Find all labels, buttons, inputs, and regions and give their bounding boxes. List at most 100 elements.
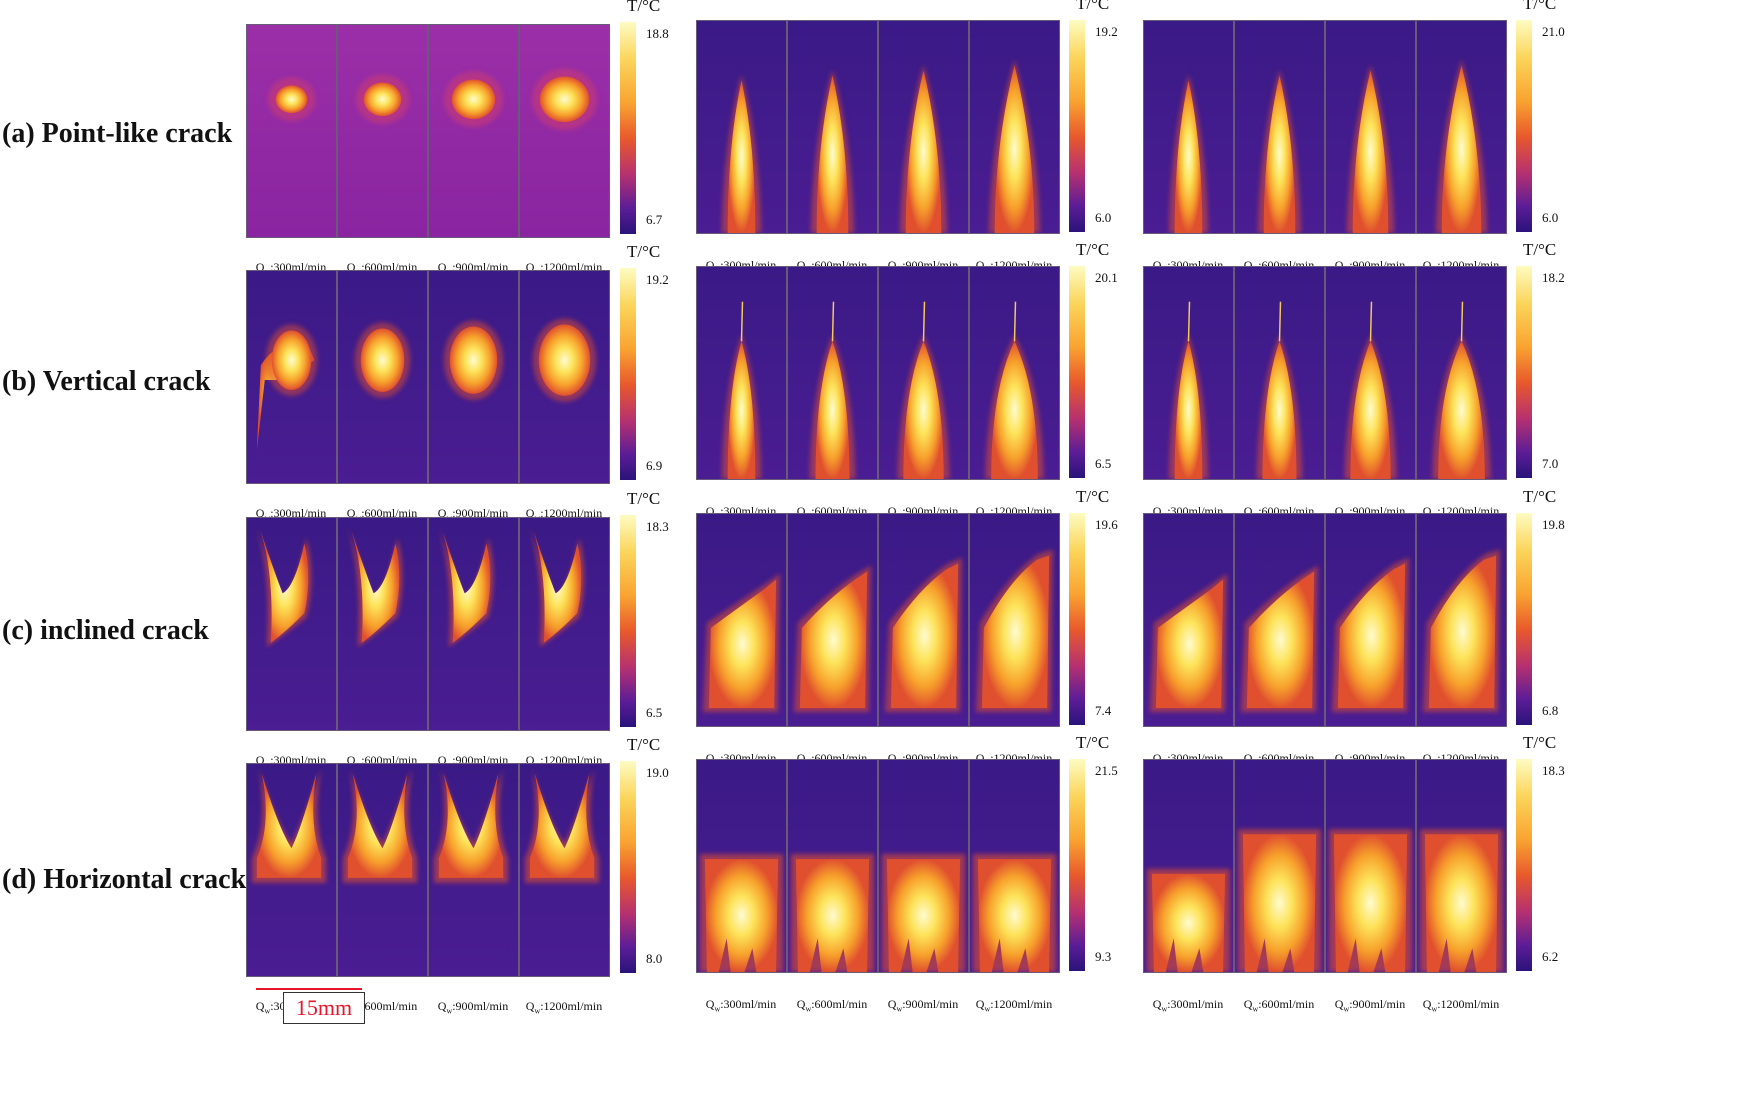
thermal-image [1234,759,1325,973]
thermal-image [1416,513,1507,727]
thermal-image [878,513,969,727]
thermal-region [727,341,756,479]
thermal-region [994,65,1035,233]
thermal-image [1143,20,1234,234]
thermal-image [787,266,878,480]
thermal-image [696,759,787,973]
colorbar-max-value: 21.0 [1542,24,1565,39]
thermal-image [246,270,337,484]
thermal-region [1337,563,1406,709]
colorbar [1069,513,1085,725]
thermal-image [1325,513,1416,727]
colorbar [1516,513,1532,725]
colorbar-title: T/°C [627,0,661,15]
colorbar-min-value: 6.7 [646,212,663,227]
thermal-region [903,341,944,479]
thermal-region [360,328,405,392]
thermal-image [1234,20,1325,234]
thermal-image [519,24,610,238]
thermal-region [1246,571,1315,709]
flow-rate-label: Qw:1200ml/min [975,997,1053,1014]
colorbar-max-value: 21.5 [1095,763,1118,778]
thermal-region [977,859,1052,972]
colorbar-max-value: 18.3 [1542,763,1565,778]
colorbar-title: T/°C [1076,0,1110,13]
colorbar-max-value: 19.2 [646,272,669,287]
thermal-image [1143,513,1234,727]
thermal-image [696,266,787,480]
thermal-region [890,563,959,709]
colorbar-max-value: 18.8 [646,26,669,41]
thermal-image [337,517,428,731]
thermal-image [787,20,878,234]
thermal-image [1234,513,1325,727]
colorbar-title: T/°C [1523,733,1557,752]
thermal-region [727,80,756,233]
thermal-region [1263,75,1296,233]
scale-bar-line [256,988,362,990]
thermal-region [1428,555,1497,709]
colorbar-min-value: 6.0 [1095,210,1112,225]
thermal-image [1325,20,1416,234]
thermal-image [969,759,1060,973]
thermal-region [905,70,942,233]
colorbar-max-value: 18.3 [646,519,669,534]
thermal-region [1174,80,1203,233]
thermal-region [533,531,582,643]
thermal-region [922,301,926,342]
thermal-image [1234,266,1325,480]
thermal-image [1416,20,1507,234]
colorbar-min-value: 6.2 [1542,949,1559,964]
colorbar [1516,20,1532,232]
colorbar-min-value: 9.3 [1095,949,1112,964]
thermal-region [1187,301,1191,342]
thermal-region [1151,873,1226,972]
thermal-region [1242,834,1317,972]
thermal-image [246,24,337,238]
thermal-region [449,326,498,394]
thermal-region [1174,341,1203,479]
thermal-image [696,20,787,234]
thermal-region [451,79,496,120]
colorbar-min-value: 7.0 [1542,456,1559,471]
thermal-region [795,859,870,972]
thermal-region [1350,341,1391,479]
thermal-image [1143,266,1234,480]
thermal-image [1143,759,1234,973]
colorbar-max-value: 19.2 [1095,24,1118,39]
colorbar-max-value: 18.2 [1542,270,1565,285]
colorbar-min-value: 6.9 [646,458,663,473]
thermal-region [799,571,868,709]
thermal-region [708,579,777,709]
colorbar-max-value: 19.0 [646,765,669,780]
colorbar [1069,266,1085,478]
thermal-region [538,324,591,396]
thermal-region [981,555,1050,709]
colorbar-max-value: 19.6 [1095,517,1118,532]
thermal-region [438,773,504,878]
thermal-image [519,763,610,977]
thermal-image [519,517,610,731]
thermal-region [1278,301,1282,342]
thermal-image [428,763,519,977]
flow-rate-label: Qw:1200ml/min [1422,997,1500,1014]
thermal-region [704,859,779,972]
thermal-region [1352,70,1389,233]
thermal-region [886,859,961,972]
colorbar-title: T/°C [1523,240,1557,259]
thermal-image [787,759,878,973]
colorbar-title: T/°C [1523,487,1557,506]
thermal-image [246,517,337,731]
colorbar-min-value: 7.4 [1095,703,1112,718]
colorbar [620,22,636,234]
colorbar-title: T/°C [627,242,661,261]
thermal-image [1416,266,1507,480]
thermal-image [878,759,969,973]
thermal-image [878,266,969,480]
thermal-image [428,24,519,238]
thermal-image [428,270,519,484]
row-label-c: (c) inclined crack [2,615,209,646]
flow-rate-label: Qw:900ml/min [1334,997,1406,1014]
thermal-region [816,75,849,233]
thermal-region [260,531,309,643]
